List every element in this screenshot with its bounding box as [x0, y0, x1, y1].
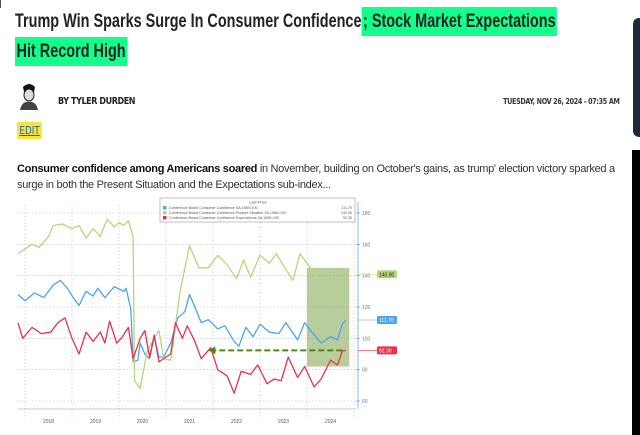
lead-text: in November, building on October's gains… [17, 163, 615, 191]
author-byline[interactable]: BY TYLER DURDEN [58, 96, 136, 107]
side-panel [633, 18, 640, 137]
last-value-label: 92.30 [379, 348, 392, 354]
x-tick-label: 2019 [90, 419, 101, 425]
legend-label: Conference Board Consumer Confidence SA … [169, 206, 258, 210]
publish-date: TUESDAY, NOV 26, 2024 - 07:35 AM [503, 97, 621, 106]
legend-value: 92.30 [343, 216, 352, 220]
consumer-confidence-chart: 60 80 100 120 140 160 180 2018 2019 2020 2021 2022 2… [17, 197, 397, 425]
y-tick-label: 160 [362, 242, 371, 248]
series-line-0 [17, 279, 347, 363]
author-avatar[interactable] [18, 82, 40, 110]
legend-swatch [163, 206, 167, 210]
series-line-1 [17, 218, 347, 390]
legend-label: Conference Board Consumer Confidence Exp… [169, 216, 279, 220]
title-text: Trump Win Sparks Surge In Consumer Confi… [15, 11, 362, 32]
x-tick-label: 2021 [184, 419, 195, 425]
y-tick-label: 80 [362, 368, 368, 374]
lead-bold: Consumer confidence among Americans soar… [17, 163, 258, 175]
last-value-label: 140.90 [379, 272, 395, 278]
last-value-badge [377, 270, 397, 279]
legend-value: 111.70 [342, 206, 352, 210]
y-tick-label: 120 [362, 305, 371, 311]
y-tick-label: 180 [362, 211, 371, 217]
legend-swatch [163, 216, 167, 220]
author-row: BY TYLER DURDEN TUESDAY, NOV 26, 2024 - … [18, 82, 621, 114]
lead-paragraph: Consumer confidence among Americans soar… [17, 161, 629, 193]
x-tick-label: 2018 [43, 419, 54, 425]
x-tick-label: 2024 [325, 419, 336, 425]
x-tick-label: 2022 [231, 419, 242, 425]
window-edge [0, 0, 1, 8]
title-highlight-1: ; Stock Market Expectations [361, 7, 558, 36]
last-value-badge [377, 346, 397, 355]
title-highlight-2: Hit Record High [15, 37, 128, 66]
edit-link[interactable]: EDIT [17, 122, 43, 139]
article-title: Trump Win Sparks Surge In Consumer Confi… [15, 7, 635, 68]
x-tick-label: 2023 [278, 419, 289, 425]
legend-box [159, 197, 356, 223]
last-value-badge [377, 316, 397, 325]
last-value-label: 111.70 [379, 318, 394, 324]
series-line-2 [17, 317, 347, 394]
side-bar [632, 150, 640, 435]
legend-value: 140.90 [341, 211, 352, 215]
x-tick-label: 2020 [137, 419, 148, 425]
title-line-2: Hit Record High [15, 37, 486, 68]
legend-swatch [163, 211, 167, 215]
legend-label: Conference Board Consumer Confidence Pre… [169, 211, 286, 215]
y-tick-label: 100 [362, 336, 371, 342]
y-tick-label: 140 [362, 274, 371, 280]
y-tick-label: 60 [362, 399, 368, 405]
arrow-head [208, 346, 216, 355]
title-line-1: Trump Win Sparks Surge In Consumer Confi… [15, 7, 558, 38]
legend-title: Last Price [249, 200, 268, 205]
